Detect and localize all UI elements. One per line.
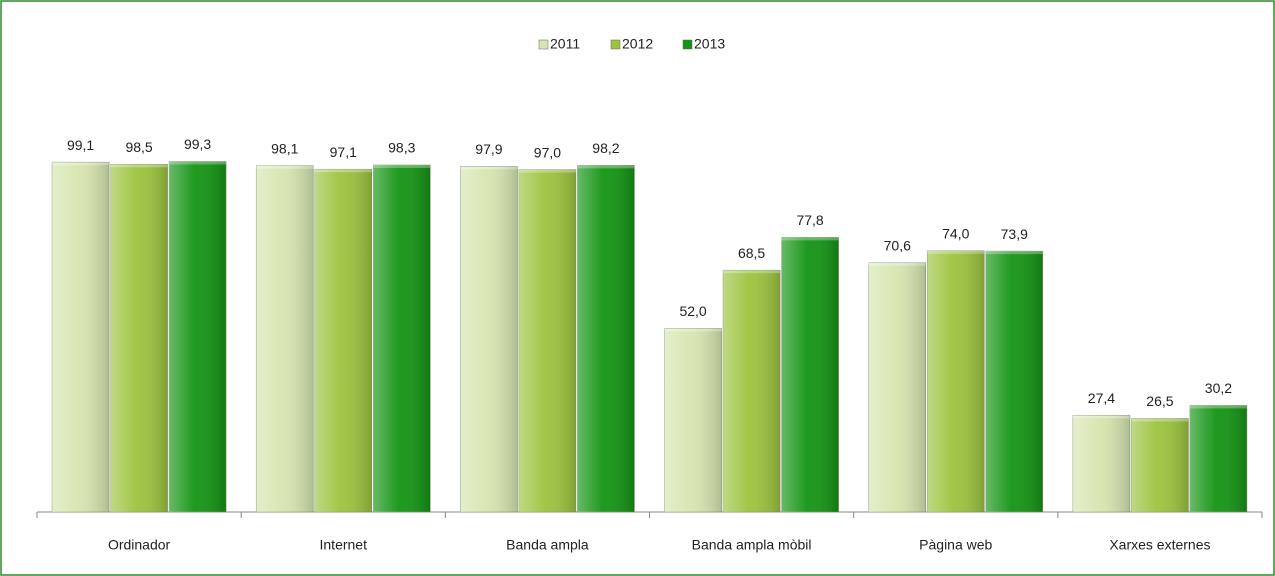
value-label: 99,3	[184, 136, 211, 152]
legend-label: 2012	[622, 36, 653, 52]
legend-swatch	[538, 39, 549, 50]
value-label: 97,9	[475, 141, 502, 157]
bar-shade	[256, 165, 314, 512]
value-label: 98,3	[388, 140, 415, 156]
bar-cap	[52, 162, 110, 166]
value-label: 98,2	[592, 140, 619, 156]
bar-cap	[781, 237, 839, 241]
x-tick-label: Xarxes externes	[1109, 537, 1210, 553]
bar-cap	[723, 270, 781, 274]
bar-cap	[868, 262, 926, 266]
bar-shade	[868, 262, 926, 512]
x-tick-label: Internet	[320, 537, 368, 553]
bar-cap	[1072, 415, 1130, 419]
bar-shade	[781, 237, 839, 512]
bar-shade	[985, 251, 1043, 512]
bar-cap	[577, 165, 635, 169]
value-label: 97,1	[330, 144, 357, 160]
value-label: 68,5	[738, 245, 765, 261]
value-label: 99,1	[67, 137, 94, 153]
bar-shade	[373, 165, 431, 512]
bar-cap	[169, 161, 227, 165]
bar-shade	[1072, 415, 1130, 512]
value-label: 77,8	[796, 212, 823, 228]
legend-swatch	[610, 39, 621, 50]
bar-cap	[256, 165, 314, 169]
bar-shade	[314, 169, 372, 512]
value-label: 27,4	[1088, 390, 1115, 406]
value-label: 74,0	[942, 225, 969, 241]
value-label: 30,2	[1205, 380, 1232, 396]
bar-cap	[1131, 418, 1189, 422]
bar-shade	[723, 270, 781, 512]
value-label: 97,0	[534, 144, 561, 160]
legend-swatch	[682, 39, 693, 50]
bar-shade	[52, 162, 110, 512]
bar-cap	[314, 169, 372, 173]
bar-shade	[927, 250, 985, 512]
value-label: 98,1	[271, 140, 298, 156]
bar-cap	[1189, 405, 1247, 409]
x-tick-label: Banda ampla mòbil	[692, 537, 812, 553]
bar-cap	[110, 164, 168, 168]
legend-label: 2011	[550, 36, 580, 52]
bar-cap	[664, 328, 722, 332]
value-label: 52,0	[679, 303, 706, 319]
x-tick-label: Pàgina web	[919, 537, 992, 553]
value-label: 26,5	[1146, 393, 1173, 409]
x-tick-label: Banda ampla	[506, 537, 589, 553]
bar-shade	[460, 166, 518, 512]
bar-cap	[518, 169, 576, 173]
bar-cap	[985, 251, 1043, 255]
value-label: 98,5	[125, 139, 152, 155]
bar-shade	[169, 161, 227, 512]
legend-label: 2013	[694, 36, 725, 52]
x-tick-label: Ordinador	[108, 537, 171, 553]
bar-shade	[664, 328, 722, 512]
value-label: 73,9	[1001, 226, 1028, 242]
bar-shade	[110, 164, 168, 513]
bar-cap	[927, 250, 985, 254]
bar-shade	[1189, 405, 1247, 512]
value-label: 70,6	[884, 237, 911, 253]
bar-shade	[577, 165, 635, 512]
bar-shade	[518, 169, 576, 512]
bar-cap	[460, 166, 518, 170]
bar-shade	[1131, 418, 1189, 512]
bar-cap	[373, 165, 431, 169]
